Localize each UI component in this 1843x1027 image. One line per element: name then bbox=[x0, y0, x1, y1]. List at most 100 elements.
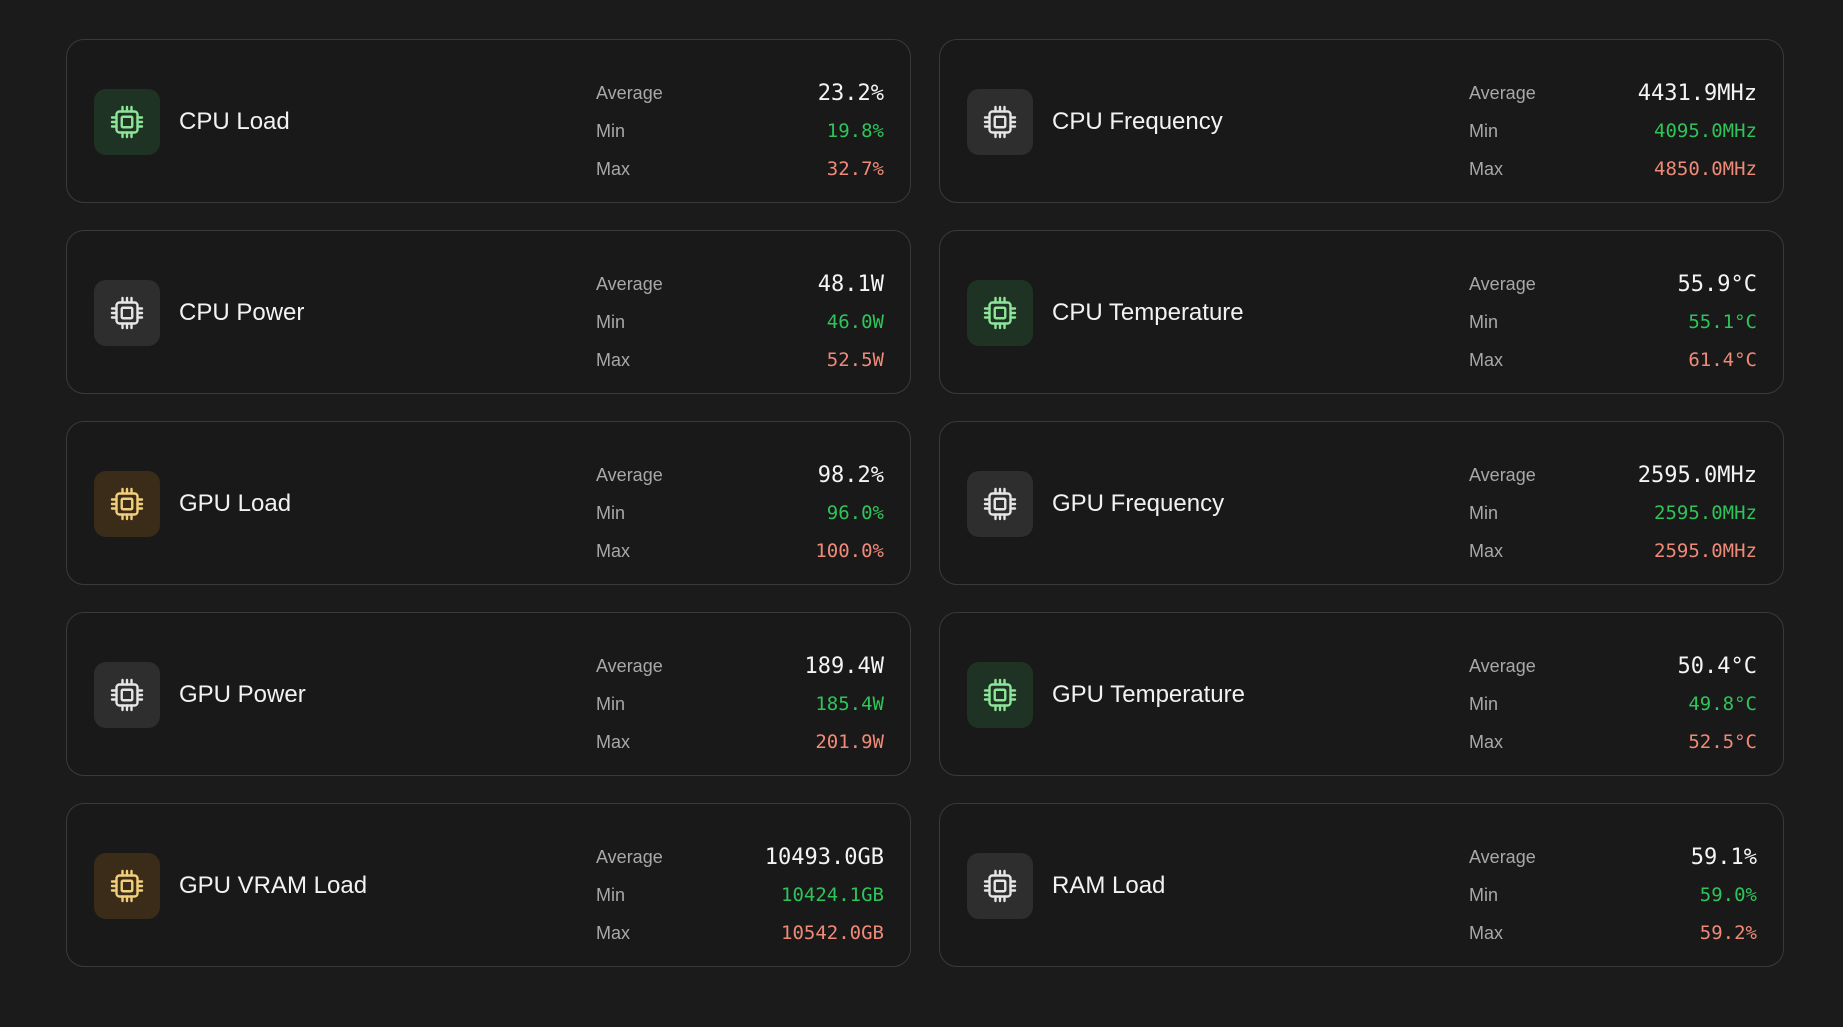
min-label: Min bbox=[596, 693, 626, 714]
min-value: 19.8% bbox=[826, 120, 884, 142]
max-value: 32.7% bbox=[826, 158, 884, 180]
min-label: Min bbox=[1469, 693, 1499, 714]
chip-icon bbox=[967, 89, 1033, 155]
max-value: 201.9W bbox=[815, 731, 884, 753]
average-label: Average bbox=[596, 464, 663, 485]
metric-stats: Average 2595.0MHz Min 2595.0MHz Max 2595.0M… bbox=[1469, 456, 1757, 570]
chip-icon bbox=[94, 89, 160, 155]
metric-card-gpu-temperature: GPU Temperature Average 50.4°C Min 49.8°C … bbox=[939, 612, 1784, 776]
average-value: 189.4W bbox=[804, 653, 884, 679]
metric-title: CPU Power bbox=[179, 299, 305, 326]
max-value: 61.4°C bbox=[1688, 349, 1757, 371]
metric-stats: Average 48.1W Min 46.0W Max 52.5W bbox=[596, 265, 884, 379]
min-value: 185.4W bbox=[815, 693, 884, 715]
min-label: Min bbox=[1469, 502, 1499, 523]
max-value: 10542.0GB bbox=[781, 922, 884, 944]
max-value: 2595.0MHz bbox=[1654, 540, 1757, 562]
average-value: 2595.0MHz bbox=[1637, 462, 1757, 488]
chip-icon bbox=[967, 853, 1033, 919]
min-label: Min bbox=[1469, 884, 1499, 905]
metric-title: GPU Frequency bbox=[1052, 490, 1225, 517]
min-label: Min bbox=[596, 311, 626, 332]
average-value: 55.9°C bbox=[1677, 271, 1757, 297]
metric-card-cpu-load: CPU Load Average 23.2% Min 19.8% Max 32.7% bbox=[66, 39, 911, 203]
min-value: 2595.0MHz bbox=[1654, 502, 1757, 524]
metric-card-cpu-power: CPU Power Average 48.1W Min 46.0W Max 52.5W bbox=[66, 230, 911, 394]
average-value: 50.4°C bbox=[1677, 653, 1757, 679]
average-label: Average bbox=[1469, 655, 1536, 676]
max-label: Max bbox=[1469, 922, 1504, 943]
metric-card-ram-load: RAM Load Average 59.1% Min 59.0% Max 59.2% bbox=[939, 803, 1784, 967]
chip-icon bbox=[94, 662, 160, 728]
min-value: 96.0% bbox=[826, 502, 884, 524]
metrics-grid: CPU Load Average 23.2% Min 19.8% Max 32.7% … bbox=[66, 39, 1784, 967]
average-label: Average bbox=[596, 846, 663, 867]
metric-title: CPU Frequency bbox=[1052, 108, 1223, 135]
average-label: Average bbox=[1469, 273, 1536, 294]
min-value: 4095.0MHz bbox=[1654, 120, 1757, 142]
average-value: 23.2% bbox=[817, 80, 884, 106]
chip-icon bbox=[967, 471, 1033, 537]
min-value: 59.0% bbox=[1699, 884, 1757, 906]
max-value: 4850.0MHz bbox=[1654, 158, 1757, 180]
max-label: Max bbox=[596, 922, 631, 943]
min-label: Min bbox=[596, 120, 626, 141]
metric-card-gpu-frequency: GPU Frequency Average 2595.0MHz Min 2595.0… bbox=[939, 421, 1784, 585]
chip-icon bbox=[967, 662, 1033, 728]
average-value: 4431.9MHz bbox=[1637, 80, 1757, 106]
max-label: Max bbox=[596, 731, 631, 752]
min-label: Min bbox=[596, 502, 626, 523]
metric-title: GPU Temperature bbox=[1052, 681, 1245, 708]
metric-card-gpu-load: GPU Load Average 98.2% Min 96.0% Max 100.0% bbox=[66, 421, 911, 585]
average-label: Average bbox=[1469, 82, 1536, 103]
max-value: 59.2% bbox=[1699, 922, 1757, 944]
min-value: 49.8°C bbox=[1688, 693, 1757, 715]
metric-title: GPU Load bbox=[179, 490, 292, 517]
average-value: 48.1W bbox=[817, 271, 884, 297]
metric-stats: Average 98.2% Min 96.0% Max 100.0% bbox=[596, 456, 884, 570]
metric-stats: Average 4431.9MHz Min 4095.0MHz Max 4850.0M… bbox=[1469, 74, 1757, 188]
metric-stats: Average 189.4W Min 185.4W Max 201.9W bbox=[596, 647, 884, 761]
chip-icon bbox=[967, 280, 1033, 346]
metric-stats: Average 50.4°C Min 49.8°C Max 52.5°C bbox=[1469, 647, 1757, 761]
average-value: 59.1% bbox=[1690, 844, 1757, 870]
max-label: Max bbox=[1469, 349, 1504, 370]
min-label: Min bbox=[596, 884, 626, 905]
metric-stats: Average 10493.0GB Min 10424.1GB Max 10542.0… bbox=[596, 838, 884, 952]
metric-stats: Average 55.9°C Min 55.1°C Max 61.4°C bbox=[1469, 265, 1757, 379]
metric-card-cpu-temperature: CPU Temperature Average 55.9°C Min 55.1°C … bbox=[939, 230, 1784, 394]
min-value: 55.1°C bbox=[1688, 311, 1757, 333]
metric-title: GPU VRAM Load bbox=[179, 872, 368, 899]
max-label: Max bbox=[1469, 731, 1504, 752]
max-label: Max bbox=[596, 349, 631, 370]
metric-card-gpu-vram-load: GPU VRAM Load Average 10493.0GB Min 10424.… bbox=[66, 803, 911, 967]
chip-icon bbox=[94, 853, 160, 919]
metric-title: CPU Temperature bbox=[1052, 299, 1244, 326]
min-value: 10424.1GB bbox=[781, 884, 884, 906]
average-label: Average bbox=[596, 273, 663, 294]
average-label: Average bbox=[1469, 846, 1536, 867]
metric-stats: Average 23.2% Min 19.8% Max 32.7% bbox=[596, 74, 884, 188]
metric-card-cpu-frequency: CPU Frequency Average 4431.9MHz Min 4095.0… bbox=[939, 39, 1784, 203]
max-label: Max bbox=[596, 158, 631, 179]
average-value: 98.2% bbox=[817, 462, 884, 488]
average-label: Average bbox=[596, 655, 663, 676]
max-value: 52.5°C bbox=[1688, 731, 1757, 753]
max-value: 52.5W bbox=[826, 349, 884, 371]
metric-title: GPU Power bbox=[179, 681, 306, 708]
min-label: Min bbox=[1469, 120, 1499, 141]
chip-icon bbox=[94, 471, 160, 537]
min-label: Min bbox=[1469, 311, 1499, 332]
max-label: Max bbox=[1469, 158, 1504, 179]
metric-title: CPU Load bbox=[179, 108, 290, 135]
metric-title: RAM Load bbox=[1052, 872, 1166, 899]
chip-icon bbox=[94, 280, 160, 346]
max-label: Max bbox=[1469, 540, 1504, 561]
metric-card-gpu-power: GPU Power Average 189.4W Min 185.4W Max 201… bbox=[66, 612, 911, 776]
metric-stats: Average 59.1% Min 59.0% Max 59.2% bbox=[1469, 838, 1757, 952]
average-label: Average bbox=[596, 82, 663, 103]
max-value: 100.0% bbox=[815, 540, 884, 562]
average-value: 10493.0GB bbox=[764, 844, 884, 870]
min-value: 46.0W bbox=[826, 311, 884, 333]
average-label: Average bbox=[1469, 464, 1536, 485]
